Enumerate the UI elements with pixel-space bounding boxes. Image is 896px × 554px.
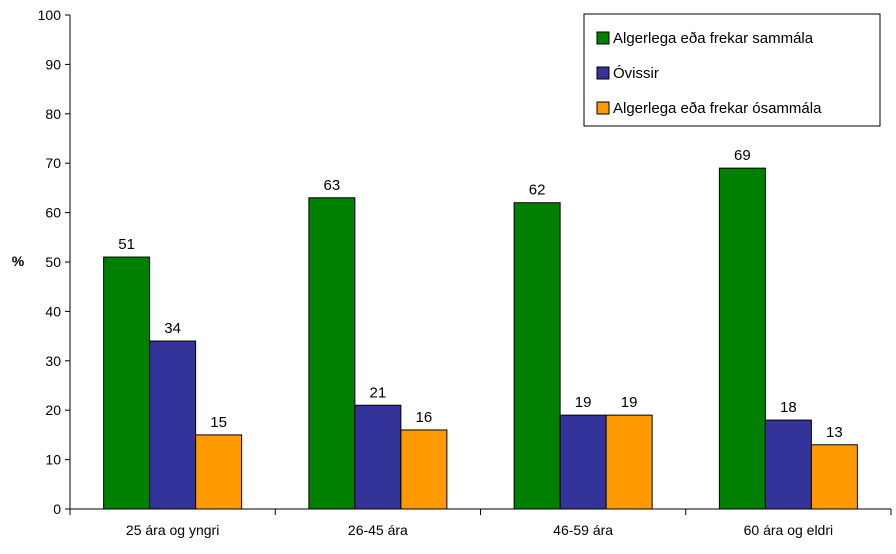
bar: [605, 414, 653, 510]
y-tick-label: 70: [45, 155, 61, 171]
x-tick-label: 25 ára og yngri: [126, 522, 219, 538]
y-tick-label: 90: [45, 56, 61, 72]
y-tick-label: 20: [45, 402, 61, 418]
y-tick-label: 0: [53, 501, 61, 517]
legend-label: Algerlega eða frekar ósammála: [613, 100, 822, 117]
bar: [195, 434, 243, 510]
legend-box: [583, 13, 881, 127]
y-tick-label: 60: [45, 205, 61, 221]
x-tick-label: 60 ára og eldri: [744, 522, 834, 538]
data-label: 51: [118, 236, 135, 253]
legend-swatch: [596, 101, 610, 115]
data-label: 19: [621, 394, 638, 411]
bar: [559, 414, 607, 510]
legend: Algerlega eða frekar sammála Óvissir Alger…: [583, 13, 881, 127]
bar: [513, 202, 561, 510]
y-tick-label: 80: [45, 106, 61, 122]
bar: [400, 429, 448, 510]
y-tick-label: 10: [45, 452, 61, 468]
data-label: 34: [164, 320, 181, 337]
bar: [103, 256, 151, 510]
data-label: 62: [529, 182, 546, 199]
y-axis-title: %: [12, 253, 25, 269]
data-label: 16: [416, 409, 433, 426]
bar: [308, 197, 356, 510]
bars-layer: [103, 167, 858, 510]
bar: [718, 167, 766, 510]
data-label: 63: [324, 177, 341, 194]
x-tick-label: 26-45 ára: [348, 522, 408, 538]
data-label: 15: [210, 414, 227, 431]
legend-swatch: [596, 31, 610, 45]
x-tick-label: 46-59 ára: [553, 522, 613, 538]
bar: [149, 340, 197, 510]
bar: [354, 404, 402, 510]
axes-layer: 0 10 20 30 40 50 60 70 80 90 100 25 ára og yngri 26-…: [38, 7, 892, 538]
y-tick-label: 40: [45, 303, 61, 319]
legend-label: Óvissir: [613, 65, 659, 82]
bar: [810, 444, 858, 510]
data-label: 13: [826, 424, 843, 441]
data-labels-layer: 51 34 15 63 21 16 62 19 19 69 18 13: [118, 147, 842, 441]
y-tick-label: 30: [45, 353, 61, 369]
data-label: 18: [780, 399, 797, 416]
data-label: 21: [370, 384, 387, 401]
data-label: 69: [734, 147, 751, 164]
y-tick-label: 50: [45, 254, 61, 270]
bar: [764, 419, 812, 510]
legend-swatch: [596, 66, 610, 80]
legend-label: Algerlega eða frekar sammála: [613, 30, 814, 47]
y-tick-label: 100: [38, 7, 62, 23]
data-label: 19: [575, 394, 592, 411]
